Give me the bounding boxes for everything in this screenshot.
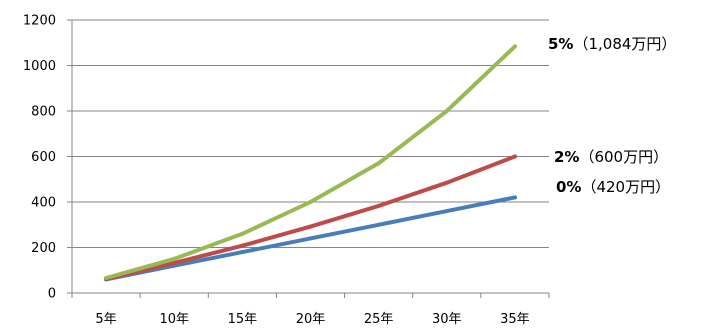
axes — [67, 19, 550, 298]
data-point — [240, 231, 245, 236]
x-tick-label: 15年 — [228, 312, 258, 327]
data-point — [308, 236, 313, 241]
data-point — [240, 243, 245, 248]
y-tick-label: 1200 — [23, 14, 56, 29]
x-tick-label: 10年 — [159, 312, 189, 327]
data-point — [172, 256, 177, 261]
series-label: 5%（1,084万円） — [548, 35, 676, 53]
data-point — [376, 161, 381, 166]
data-point — [172, 260, 177, 265]
series-label: 0%（420万円） — [556, 178, 670, 196]
x-tick-label: 25年 — [364, 312, 394, 327]
data-point — [376, 222, 381, 227]
data-point — [444, 209, 449, 214]
x-axis-tick-labels: 5年 10年 15年 20年 25年 30年 35年 — [95, 312, 529, 327]
data-point — [512, 154, 517, 159]
y-tick-label: 800 — [31, 105, 56, 120]
y-tick-label: 600 — [31, 150, 56, 165]
y-tick-label: 1000 — [23, 59, 56, 74]
y-tick-label: 400 — [31, 196, 56, 211]
y-tick-label: 0 — [48, 287, 56, 302]
y-axis-tick-labels: 0 200 400 600 800 1000 1200 — [23, 14, 56, 302]
data-point — [444, 109, 449, 113]
series-lines — [104, 44, 517, 282]
data-point — [444, 180, 449, 185]
x-tick-label: 20年 — [296, 312, 326, 327]
series-line — [104, 44, 517, 280]
x-tick-label: 30年 — [432, 312, 462, 327]
data-point — [308, 224, 313, 229]
data-point — [104, 275, 109, 280]
x-tick-label: 5年 — [95, 312, 116, 327]
x-tick-label: 35年 — [500, 312, 530, 327]
data-point — [240, 250, 245, 255]
series-label: 2%（600万円） — [554, 148, 668, 166]
data-point — [512, 44, 517, 49]
data-point — [512, 195, 517, 200]
series-labels: 0%（420万円） 2%（600万円） 5%（1,084万円） — [548, 35, 676, 196]
gridlines — [72, 19, 549, 248]
data-point — [376, 203, 381, 208]
data-point — [308, 200, 313, 204]
y-tick-label: 200 — [31, 241, 56, 256]
